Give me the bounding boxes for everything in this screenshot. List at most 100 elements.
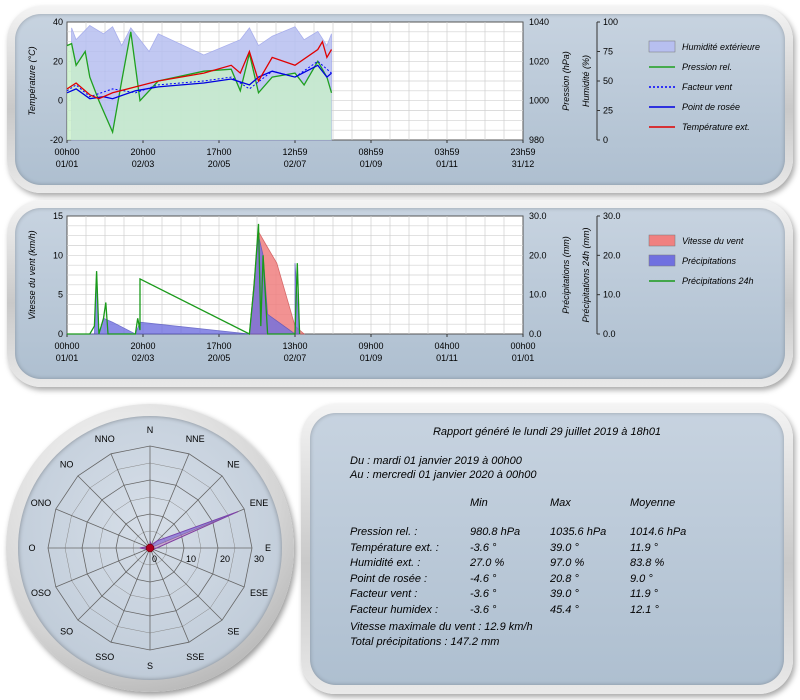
y-right1-axis-label: Pression (hPa) xyxy=(561,51,571,111)
x-tick-label-time: 00h00 xyxy=(54,147,79,157)
rose-direction-label: N xyxy=(147,425,154,435)
y-left-tick-label: 15 xyxy=(53,211,63,221)
y-left-axis-label: Température (°C) xyxy=(27,46,37,115)
y-right2-tick-label: 30.0 xyxy=(603,211,621,221)
rose-direction-label: SE xyxy=(227,626,239,636)
report-cell-max: 39.0 ° xyxy=(550,588,579,600)
y-left-tick-label: 0 xyxy=(58,329,63,339)
x-tick-label-time: 13h00 xyxy=(282,341,307,351)
x-tick-label-time: 17h00 xyxy=(206,147,231,157)
rose-direction-label: NNE xyxy=(186,434,205,444)
x-tick-label-time: 00h00 xyxy=(54,341,79,351)
wind-rain-chart: 00h00 01/01 20h00 02/03 17h00 20/05 13h00 02/07… xyxy=(27,211,754,363)
y-left-axis-label: Vitesse du vent (km/h) xyxy=(27,230,37,319)
x-tick-label-date: 01/01 xyxy=(512,353,535,363)
x-tick-label-date: 02/03 xyxy=(132,353,155,363)
rose-direction-label: E xyxy=(265,543,271,553)
y-right1-tick-label: 1000 xyxy=(529,96,549,106)
report-panel-inner: Rapport généré le lundi 29 juillet 2019 … xyxy=(310,413,784,685)
report-cell-min: 27.0 % xyxy=(470,557,505,569)
weather-chart: 00h00 01/01 20h00 02/03 17h00 20/05 12h59 02/07… xyxy=(27,17,760,169)
report-cell-avg: 9.0 ° xyxy=(630,572,653,585)
report-panel: Rapport généré le lundi 29 juillet 2019 … xyxy=(301,404,793,694)
y-left-tick-label: 40 xyxy=(53,17,63,27)
legend-label: Humidité extérieure xyxy=(682,42,760,52)
x-tick-label-date: 20/05 xyxy=(208,159,231,169)
rose-direction-label: NNO xyxy=(95,434,115,444)
x-tick-label-date: 31/12 xyxy=(512,159,535,169)
report-cell-avg: 83.8 % xyxy=(630,557,665,569)
rose-direction-label: ESE xyxy=(250,588,268,598)
x-tick-label-time: 04h00 xyxy=(434,341,459,351)
legend-label: Température ext. xyxy=(682,122,750,132)
report-cell-label: Humidité ext. : xyxy=(350,557,421,569)
legend-label: Facteur vent xyxy=(682,82,733,92)
report-cell-min: -3.6 ° xyxy=(470,588,497,600)
x-tick-label-date: 02/07 xyxy=(284,159,307,169)
report-cell-max: 39.0 ° xyxy=(550,541,579,554)
x-tick-label-date: 01/11 xyxy=(436,353,458,363)
x-tick-label-date: 01/09 xyxy=(360,159,383,169)
y-right2-tick-label: 10.0 xyxy=(603,290,621,300)
report-cell-max: 20.8 ° xyxy=(550,572,579,585)
rose-spoke xyxy=(149,475,223,549)
legend-label: Précipitations xyxy=(682,256,737,266)
report-title: Rapport généré le lundi 29 juillet 2019 … xyxy=(432,426,662,438)
rose-series-overlay xyxy=(150,511,238,548)
legend-swatch xyxy=(648,234,676,247)
x-tick-label-time: 08h59 xyxy=(358,147,383,157)
x-tick-label-time: 20h00 xyxy=(130,147,155,157)
y-right1-tick-label: 1020 xyxy=(529,56,549,66)
y-left-tick-label: 20 xyxy=(53,56,63,66)
rose-direction-label: O xyxy=(28,543,35,553)
y-right2-tick-label: 75 xyxy=(603,47,613,57)
y-right1-tick-label: 0.0 xyxy=(529,329,542,339)
series-pressure-line xyxy=(66,31,333,135)
report-cell-min: -4.6 ° xyxy=(470,572,497,585)
rose-spoke xyxy=(77,547,151,621)
rose-direction-label: OSO xyxy=(31,588,51,598)
y-right2-tick-label: 100 xyxy=(603,17,618,27)
legend-swatch xyxy=(648,40,676,53)
rose-center xyxy=(145,543,155,553)
y-right2-tick-label: 50 xyxy=(603,76,613,86)
rose-r-tick-label: 10 xyxy=(186,554,196,564)
y-right1-tick-label: 20.0 xyxy=(529,250,547,260)
report-cell-min: 980.8 hPa xyxy=(470,526,521,538)
rose-spoke xyxy=(110,547,151,643)
weather-panel-inner: 00h00 01/01 20h00 02/03 17h00 20/05 12h59 02/07… xyxy=(15,14,785,185)
x-tick-label-time: 23h59 xyxy=(510,147,535,157)
y-right1-axis-label: Précipitations (mm) xyxy=(561,236,571,314)
rose-direction-label: S xyxy=(147,661,153,671)
rose-r-tick-label: 30 xyxy=(254,554,264,564)
wind-rain-panel-inner: 00h00 01/01 20h00 02/03 17h00 20/05 13h00 02/07… xyxy=(15,208,785,379)
report-to: Au : mercredi 01 janvier 2020 à 00h00 xyxy=(350,469,537,481)
rose-r-tick-label: 0 xyxy=(152,554,157,564)
report-total-precip: Total précipitations : 147.2 mm xyxy=(350,636,500,648)
report-cell-max: 1035.6 hPa xyxy=(550,526,607,538)
y-left-tick-label: 0 xyxy=(58,96,63,106)
x-tick-label-date: 20/05 xyxy=(208,353,231,363)
x-tick-label-time: 17h00 xyxy=(206,341,231,351)
series-wind-factor-line xyxy=(66,60,332,98)
y-left-tick-label: -20 xyxy=(50,135,63,145)
y-right2-tick-label: 0.0 xyxy=(603,329,616,339)
wind-rose-face: N NNE NE ENE E ESE SE SSE S SSO SO OSO O ONO NO NNO 0 10 2… xyxy=(18,416,282,680)
report-from: Du : mardi 01 janvier 2019 à 00h00 xyxy=(350,455,522,467)
rose-direction-label: ENE xyxy=(250,498,269,508)
y-right2-tick-label: 20.0 xyxy=(603,250,621,260)
series-pressure-area xyxy=(67,31,332,140)
x-tick-label-time: 12h59 xyxy=(282,147,307,157)
rose-spoke xyxy=(149,547,245,588)
x-tick-label-date: 02/03 xyxy=(132,159,155,169)
report-cell-min: -3.6 ° xyxy=(470,603,497,616)
rose-spoke xyxy=(149,547,190,643)
weather-panel: 00h00 01/01 20h00 02/03 17h00 20/05 12h59 02/07… xyxy=(7,6,793,193)
report-cell-label: Facteur vent : xyxy=(350,588,418,600)
rose-direction-label: NO xyxy=(60,460,74,470)
series-precip24-line xyxy=(67,223,301,336)
y-left-tick-label: 5 xyxy=(58,290,63,300)
x-tick-label-time: 00h00 xyxy=(510,341,535,351)
y-right2-axis-label: Humidité (%) xyxy=(581,55,591,107)
report-cell-avg: 1014.6 hPa xyxy=(630,526,687,538)
